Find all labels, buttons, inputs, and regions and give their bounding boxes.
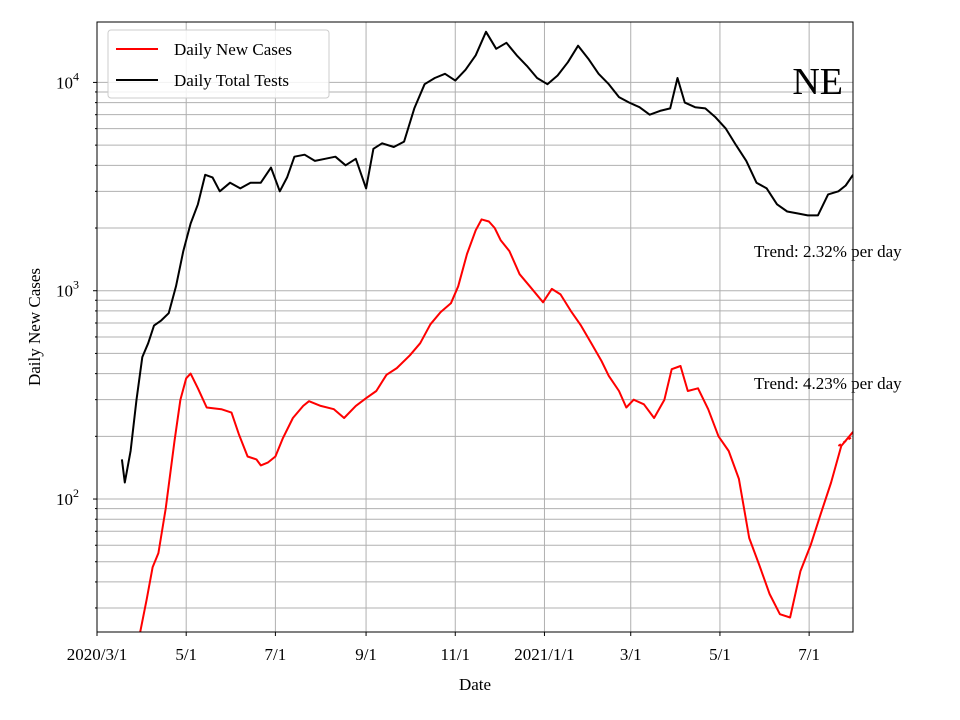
y-axis-label: Daily New Cases [25, 268, 44, 386]
y-tick-exponent: 4 [73, 69, 79, 83]
x-axis-label: Date [459, 675, 491, 694]
legend-box [107, 29, 330, 99]
y-tick-exponent: 3 [73, 278, 79, 292]
grid [96, 22, 853, 632]
series-cases-trend [837, 435, 853, 447]
x-tick-label: 7/1 [265, 645, 287, 664]
y-tick-exponent: 2 [73, 486, 79, 500]
x-tick-label: 9/1 [355, 645, 377, 664]
legend-label-tests: Daily Total Tests [174, 71, 289, 90]
x-tick-label: 7/1 [798, 645, 820, 664]
legend-label-cases: Daily New Cases [174, 40, 292, 59]
x-tick-label: 2021/1/1 [514, 645, 574, 664]
x-tick-label: 3/1 [620, 645, 642, 664]
series-daily-total-tests [120, 30, 853, 484]
legend: Daily New Cases Daily Total Tests [107, 29, 330, 99]
x-tick-label: 11/1 [440, 645, 470, 664]
trend-annotation-tests: Trend: 2.32% per day [754, 242, 902, 261]
state-label: NE [792, 61, 843, 103]
axis-ticks: 2020/3/1 5/1 7/1 9/1 11/1 2021/1/1 3/1 5/1 7/110… [56, 69, 820, 664]
x-tick-label: 2020/3/1 [67, 645, 127, 664]
series-layer [120, 30, 853, 632]
plot-frame [96, 21, 854, 633]
x-tick-label: 5/1 [175, 645, 197, 664]
trend-annotation-cases: Trend: 4.23% per day [754, 374, 902, 393]
x-tick-label: 5/1 [709, 645, 731, 664]
series-daily-new-cases [139, 218, 853, 632]
